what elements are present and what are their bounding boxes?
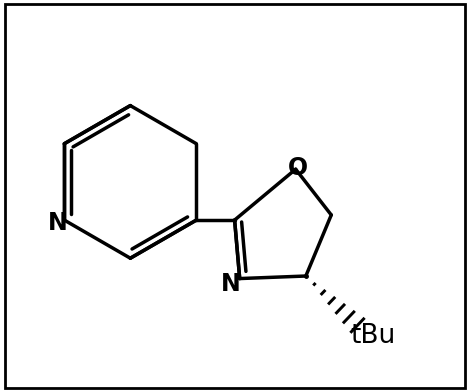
Text: O: O	[288, 156, 308, 180]
Text: N: N	[221, 272, 241, 296]
Text: tBu: tBu	[350, 323, 396, 348]
Text: N: N	[48, 211, 68, 234]
